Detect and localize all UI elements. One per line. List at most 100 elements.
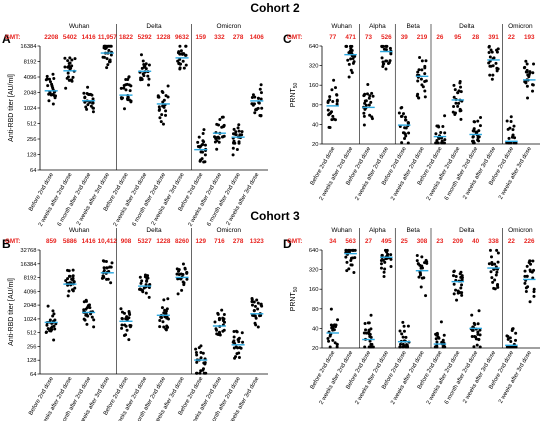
data-point — [380, 44, 384, 48]
data-point — [456, 291, 460, 295]
data-point — [473, 334, 477, 338]
data-point — [202, 128, 206, 132]
data-point — [365, 92, 369, 96]
data-point — [162, 311, 166, 315]
data-point — [146, 274, 150, 278]
data-point — [488, 73, 492, 77]
data-point — [401, 320, 405, 324]
data-point — [238, 133, 242, 137]
data-point — [524, 81, 528, 85]
data-point — [52, 338, 56, 342]
data-point — [401, 112, 405, 116]
data-point — [164, 328, 168, 332]
cohort2-title: Cohort 2 — [250, 1, 300, 15]
data-point — [177, 269, 181, 273]
data-point — [362, 111, 366, 115]
data-point — [420, 255, 424, 259]
y-tick-label: 320 — [309, 64, 319, 70]
data-point — [330, 88, 334, 92]
data-point — [531, 276, 535, 280]
data-point — [434, 337, 438, 341]
data-point — [201, 351, 205, 355]
gmt-value: 9632 — [175, 34, 190, 41]
data-point — [157, 105, 161, 109]
data-point — [511, 128, 515, 132]
data-point — [363, 99, 367, 103]
y-tick-label: 320 — [309, 268, 319, 274]
data-point — [401, 335, 405, 339]
data-point — [147, 83, 151, 87]
data-point — [416, 262, 420, 266]
data-point — [146, 74, 150, 78]
data-point — [260, 106, 264, 110]
data-point — [199, 369, 203, 373]
data-point — [385, 250, 389, 254]
data-point — [198, 371, 202, 375]
data-point — [439, 131, 443, 135]
data-point — [67, 289, 71, 293]
x-category-label: 2 weeks after 2nd dose — [187, 171, 223, 227]
data-point — [385, 59, 389, 63]
data-point — [52, 76, 56, 80]
data-point — [141, 59, 145, 63]
data-point — [417, 275, 421, 279]
data-point — [434, 141, 438, 145]
data-point — [331, 100, 335, 104]
data-point — [215, 147, 219, 151]
data-point — [234, 130, 238, 134]
data-point — [128, 312, 132, 316]
x-category-label: 2 weeks after 3rd dose — [76, 171, 111, 226]
data-point — [490, 255, 494, 259]
data-point — [215, 332, 219, 336]
gmt-value: 1822 — [119, 34, 134, 41]
data-point — [71, 75, 75, 79]
data-point — [420, 68, 424, 72]
data-point — [494, 273, 498, 277]
data-point — [401, 345, 405, 349]
data-point — [531, 83, 535, 87]
data-point — [400, 106, 404, 110]
data-point — [158, 318, 162, 322]
data-point — [120, 97, 124, 101]
data-point — [331, 114, 335, 118]
data-point — [380, 253, 384, 257]
data-point — [476, 138, 480, 142]
gmt-value: 2208 — [44, 34, 59, 41]
data-point — [161, 320, 165, 324]
data-point — [201, 132, 205, 136]
data-point — [416, 70, 420, 74]
data-point — [109, 281, 113, 285]
data-point — [458, 79, 462, 83]
x-category-label: 2 weeks after 2nd dose — [319, 349, 355, 405]
data-point — [87, 92, 91, 96]
x-category-label: 6 month after 2nd dose — [444, 145, 480, 201]
data-point — [119, 86, 123, 90]
data-point — [452, 104, 456, 108]
data-point — [237, 123, 241, 127]
x-category-label: 2 weeks after 3rd dose — [498, 349, 533, 404]
data-point — [88, 100, 92, 104]
data-point — [237, 336, 241, 340]
gmt-value: 1323 — [250, 238, 265, 245]
y-tick-label: 64 — [30, 372, 37, 378]
data-point — [440, 340, 444, 344]
data-point — [240, 130, 244, 134]
data-point — [82, 317, 86, 321]
group-title: Wuhan — [69, 227, 90, 234]
data-point — [384, 67, 388, 71]
data-point — [479, 115, 483, 119]
data-point — [66, 59, 70, 63]
data-point — [179, 62, 183, 66]
data-point — [215, 139, 219, 143]
data-point — [387, 61, 391, 65]
data-point — [399, 114, 403, 118]
data-point — [346, 58, 350, 62]
data-point — [345, 260, 349, 264]
data-point — [250, 303, 254, 307]
data-point — [454, 274, 458, 278]
group-title: Delta — [146, 227, 162, 234]
data-point — [404, 335, 408, 339]
data-point — [416, 79, 420, 83]
panel-label-a: A — [2, 32, 11, 46]
data-point — [505, 119, 509, 123]
